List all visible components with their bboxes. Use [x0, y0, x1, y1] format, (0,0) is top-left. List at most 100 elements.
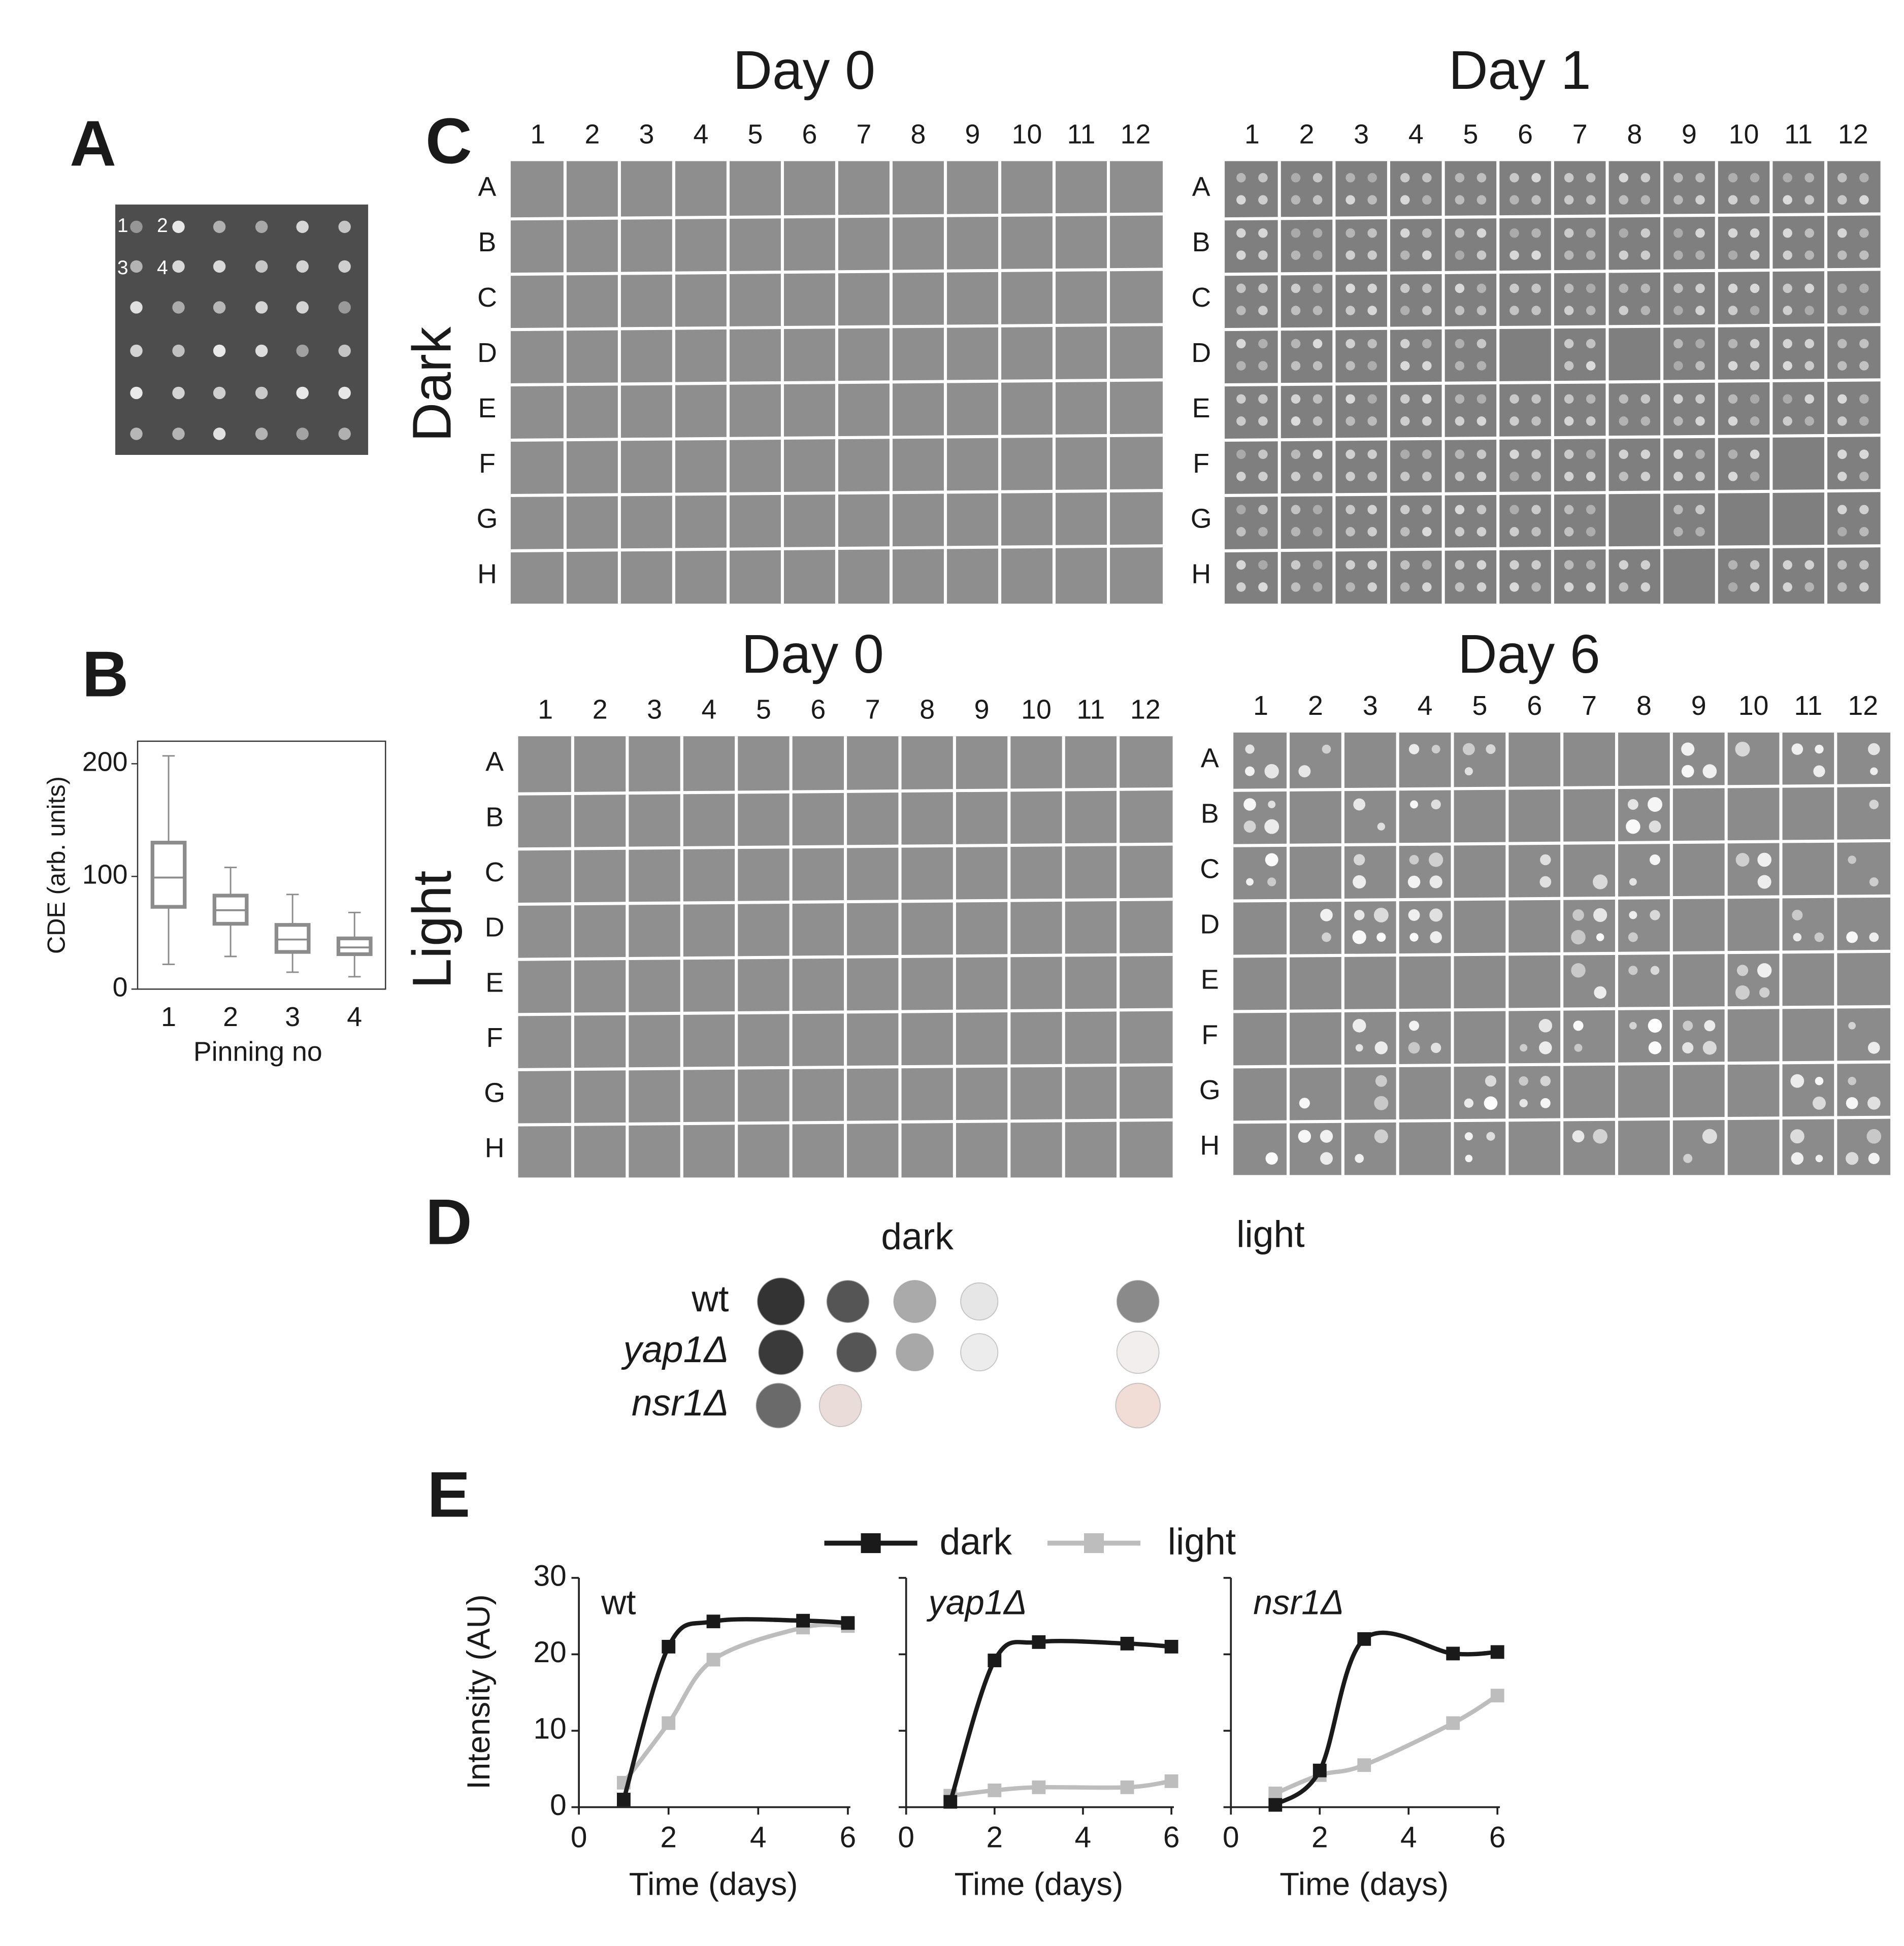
row-label: B [478, 227, 497, 257]
dilution-spot [1116, 1279, 1160, 1323]
colony-spot [130, 220, 143, 233]
colony-spot [1564, 228, 1574, 238]
colony-spot [1476, 505, 1487, 515]
colony-spot [1859, 173, 1869, 183]
colony-spot [130, 386, 143, 400]
colony-spot [1573, 1020, 1584, 1031]
dilution-spot [893, 1279, 937, 1323]
box [150, 841, 187, 909]
colony-spot [1804, 394, 1814, 404]
spot-label: 4 [157, 257, 168, 279]
column-label: 7 [865, 695, 880, 725]
plate-title: Day 1 [1449, 40, 1591, 101]
column-label: 8 [911, 119, 926, 150]
column-label: 4 [702, 695, 717, 725]
marker [706, 1653, 720, 1667]
x-tick-label: 0 [571, 1821, 587, 1854]
colony-spot [1783, 195, 1792, 205]
row-label: G [484, 1078, 505, 1108]
colony-spot [1531, 505, 1541, 515]
colony-spot [1867, 743, 1880, 755]
colony-spot [1619, 283, 1629, 293]
colony-spot [1783, 394, 1792, 404]
well-divider [1233, 949, 1891, 958]
colony-spot [1455, 250, 1465, 260]
colony-spot [255, 301, 268, 314]
colony-spot [1236, 505, 1246, 515]
well-divider [518, 1063, 1173, 1071]
well-divider [510, 268, 1163, 276]
dilution-spot [1115, 1382, 1161, 1429]
colony-spot [1345, 195, 1355, 205]
colony-spot [1586, 394, 1596, 404]
row-label: D [1191, 338, 1211, 368]
colony-spot [1509, 394, 1519, 404]
marker [988, 1654, 1002, 1667]
column-label: 12 [1130, 695, 1161, 725]
colony-spot [1695, 449, 1705, 459]
colony-spot [255, 386, 268, 400]
colony-spot [1695, 283, 1705, 293]
colony-spot [1455, 527, 1465, 537]
colony-spot [1728, 306, 1738, 315]
colony-spot [1804, 560, 1814, 570]
colony-spot [1258, 394, 1268, 404]
colony-spot [1783, 306, 1792, 315]
row-label: A [1192, 172, 1210, 202]
colony-spot [1815, 744, 1824, 754]
colony-spot [1509, 250, 1519, 260]
colony-spot [1531, 472, 1541, 481]
colony-spot [1837, 527, 1847, 537]
colony-spot [1804, 250, 1814, 260]
colony-spot [1367, 449, 1377, 459]
colony-spot [1564, 527, 1574, 537]
column-label: 10 [1021, 695, 1052, 725]
colony-spot [1695, 505, 1705, 515]
colony-spot [1345, 582, 1355, 592]
colony-spot [1728, 449, 1738, 459]
colony-spot [1400, 416, 1410, 426]
colony-spot [1859, 306, 1869, 315]
y-tick-label: 0 [113, 972, 128, 1002]
colony-spot [1345, 560, 1355, 570]
colony-spot [1859, 228, 1869, 238]
series-line [950, 1779, 1172, 1798]
colony-spot [1564, 339, 1574, 349]
row-label: H [477, 559, 497, 589]
column-label: 10 [1729, 119, 1759, 150]
colony-spot [1750, 361, 1760, 371]
colony-spot [1837, 505, 1847, 515]
colony-spot [1695, 195, 1705, 205]
colony-spot [1236, 339, 1246, 349]
colony-spot [1640, 250, 1651, 260]
column-label: 5 [756, 695, 771, 725]
colony-spot [1859, 582, 1869, 592]
colony-spot [1476, 173, 1487, 183]
column-label: 1 [1253, 690, 1268, 721]
dilution-spot [818, 1384, 862, 1428]
colony-spot [1619, 582, 1629, 592]
colony-spot [1422, 582, 1432, 592]
colony-spot [172, 301, 185, 314]
colony-spot [1531, 306, 1541, 315]
row-label: F [1201, 1019, 1218, 1050]
colony-spot [1673, 228, 1683, 238]
colony-spot [1258, 283, 1268, 293]
colony-spot [1345, 173, 1355, 183]
column-label: 4 [693, 119, 708, 150]
colony-spot [1258, 527, 1268, 537]
colony-spot [1783, 228, 1792, 238]
x-tick-label: 6 [840, 1821, 857, 1854]
colony-spot [1626, 819, 1640, 834]
colony-spot [1455, 416, 1465, 426]
colony-spot [1870, 767, 1878, 775]
colony-spot [1859, 394, 1869, 404]
colony-spot [1377, 822, 1386, 831]
condition-label: light [1236, 1213, 1304, 1255]
x-tick-label: 3 [285, 1002, 300, 1032]
colony-spot [1837, 560, 1847, 570]
colony-spot [1531, 283, 1541, 293]
colony-spot [1650, 910, 1660, 920]
colony-spot [1236, 228, 1246, 238]
